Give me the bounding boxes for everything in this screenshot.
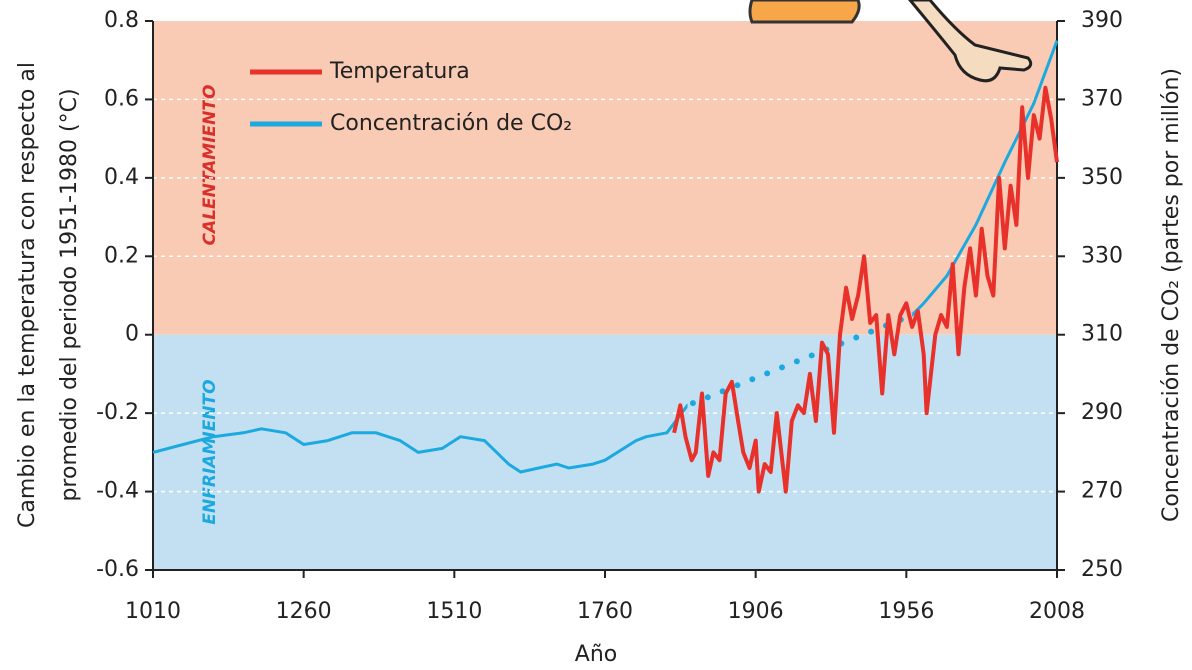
x-tick-label: 1010 [125, 599, 181, 624]
y-tick-label: -0.6 [96, 557, 139, 582]
y2-tick-label: 270 [1081, 479, 1123, 504]
x-tick-label: 1260 [276, 599, 332, 624]
y-tick-label: 0 [125, 322, 139, 347]
x-axis-label: Año [575, 642, 617, 667]
y-tick-label: -0.2 [96, 400, 139, 425]
y2-tick-label: 370 [1081, 86, 1123, 111]
y-axis-label: Cambio en la temperatura con respecto al [15, 62, 40, 528]
series-line [152, 40, 1059, 474]
y2-tick-label: 350 [1081, 165, 1123, 190]
x-tick-label: 1510 [426, 599, 482, 624]
legend-label: Temperatura [329, 59, 470, 84]
y2-tick-label: 390 [1081, 8, 1123, 33]
y2-tick-label: 250 [1081, 557, 1123, 582]
y2-tick-label: 290 [1081, 400, 1123, 425]
annotation: ENFRIAMIENTO [200, 379, 220, 524]
y-tick-label: -0.4 [96, 479, 139, 504]
y2-axis-label: Concentración de CO₂ (partes por millón) [1159, 68, 1184, 522]
legend-label: Concentración de CO₂ [330, 111, 572, 136]
cartoon-hand [908, 0, 1033, 83]
x-tick-label: 2008 [1029, 599, 1085, 624]
y2-tick-label: 310 [1081, 322, 1123, 347]
y-tick-label: 0.6 [104, 86, 139, 111]
y-tick-label: 0.2 [104, 243, 139, 268]
x-tick-label: 1956 [878, 599, 934, 624]
y-tick-label: 0.8 [104, 8, 139, 33]
y-tick-label: 0.4 [104, 165, 139, 190]
annotation: CALENTAMIENTO [200, 85, 220, 246]
series-line [672, 85, 1059, 494]
cartoon [748, 0, 861, 24]
x-tick-label: 1906 [728, 599, 784, 624]
y-axis-label: promedio del periodo 1951-1980 (°C) [57, 88, 82, 501]
y2-tick-label: 330 [1081, 243, 1123, 268]
cooling-zone [153, 334, 1057, 570]
x-tick-label: 1760 [577, 599, 633, 624]
